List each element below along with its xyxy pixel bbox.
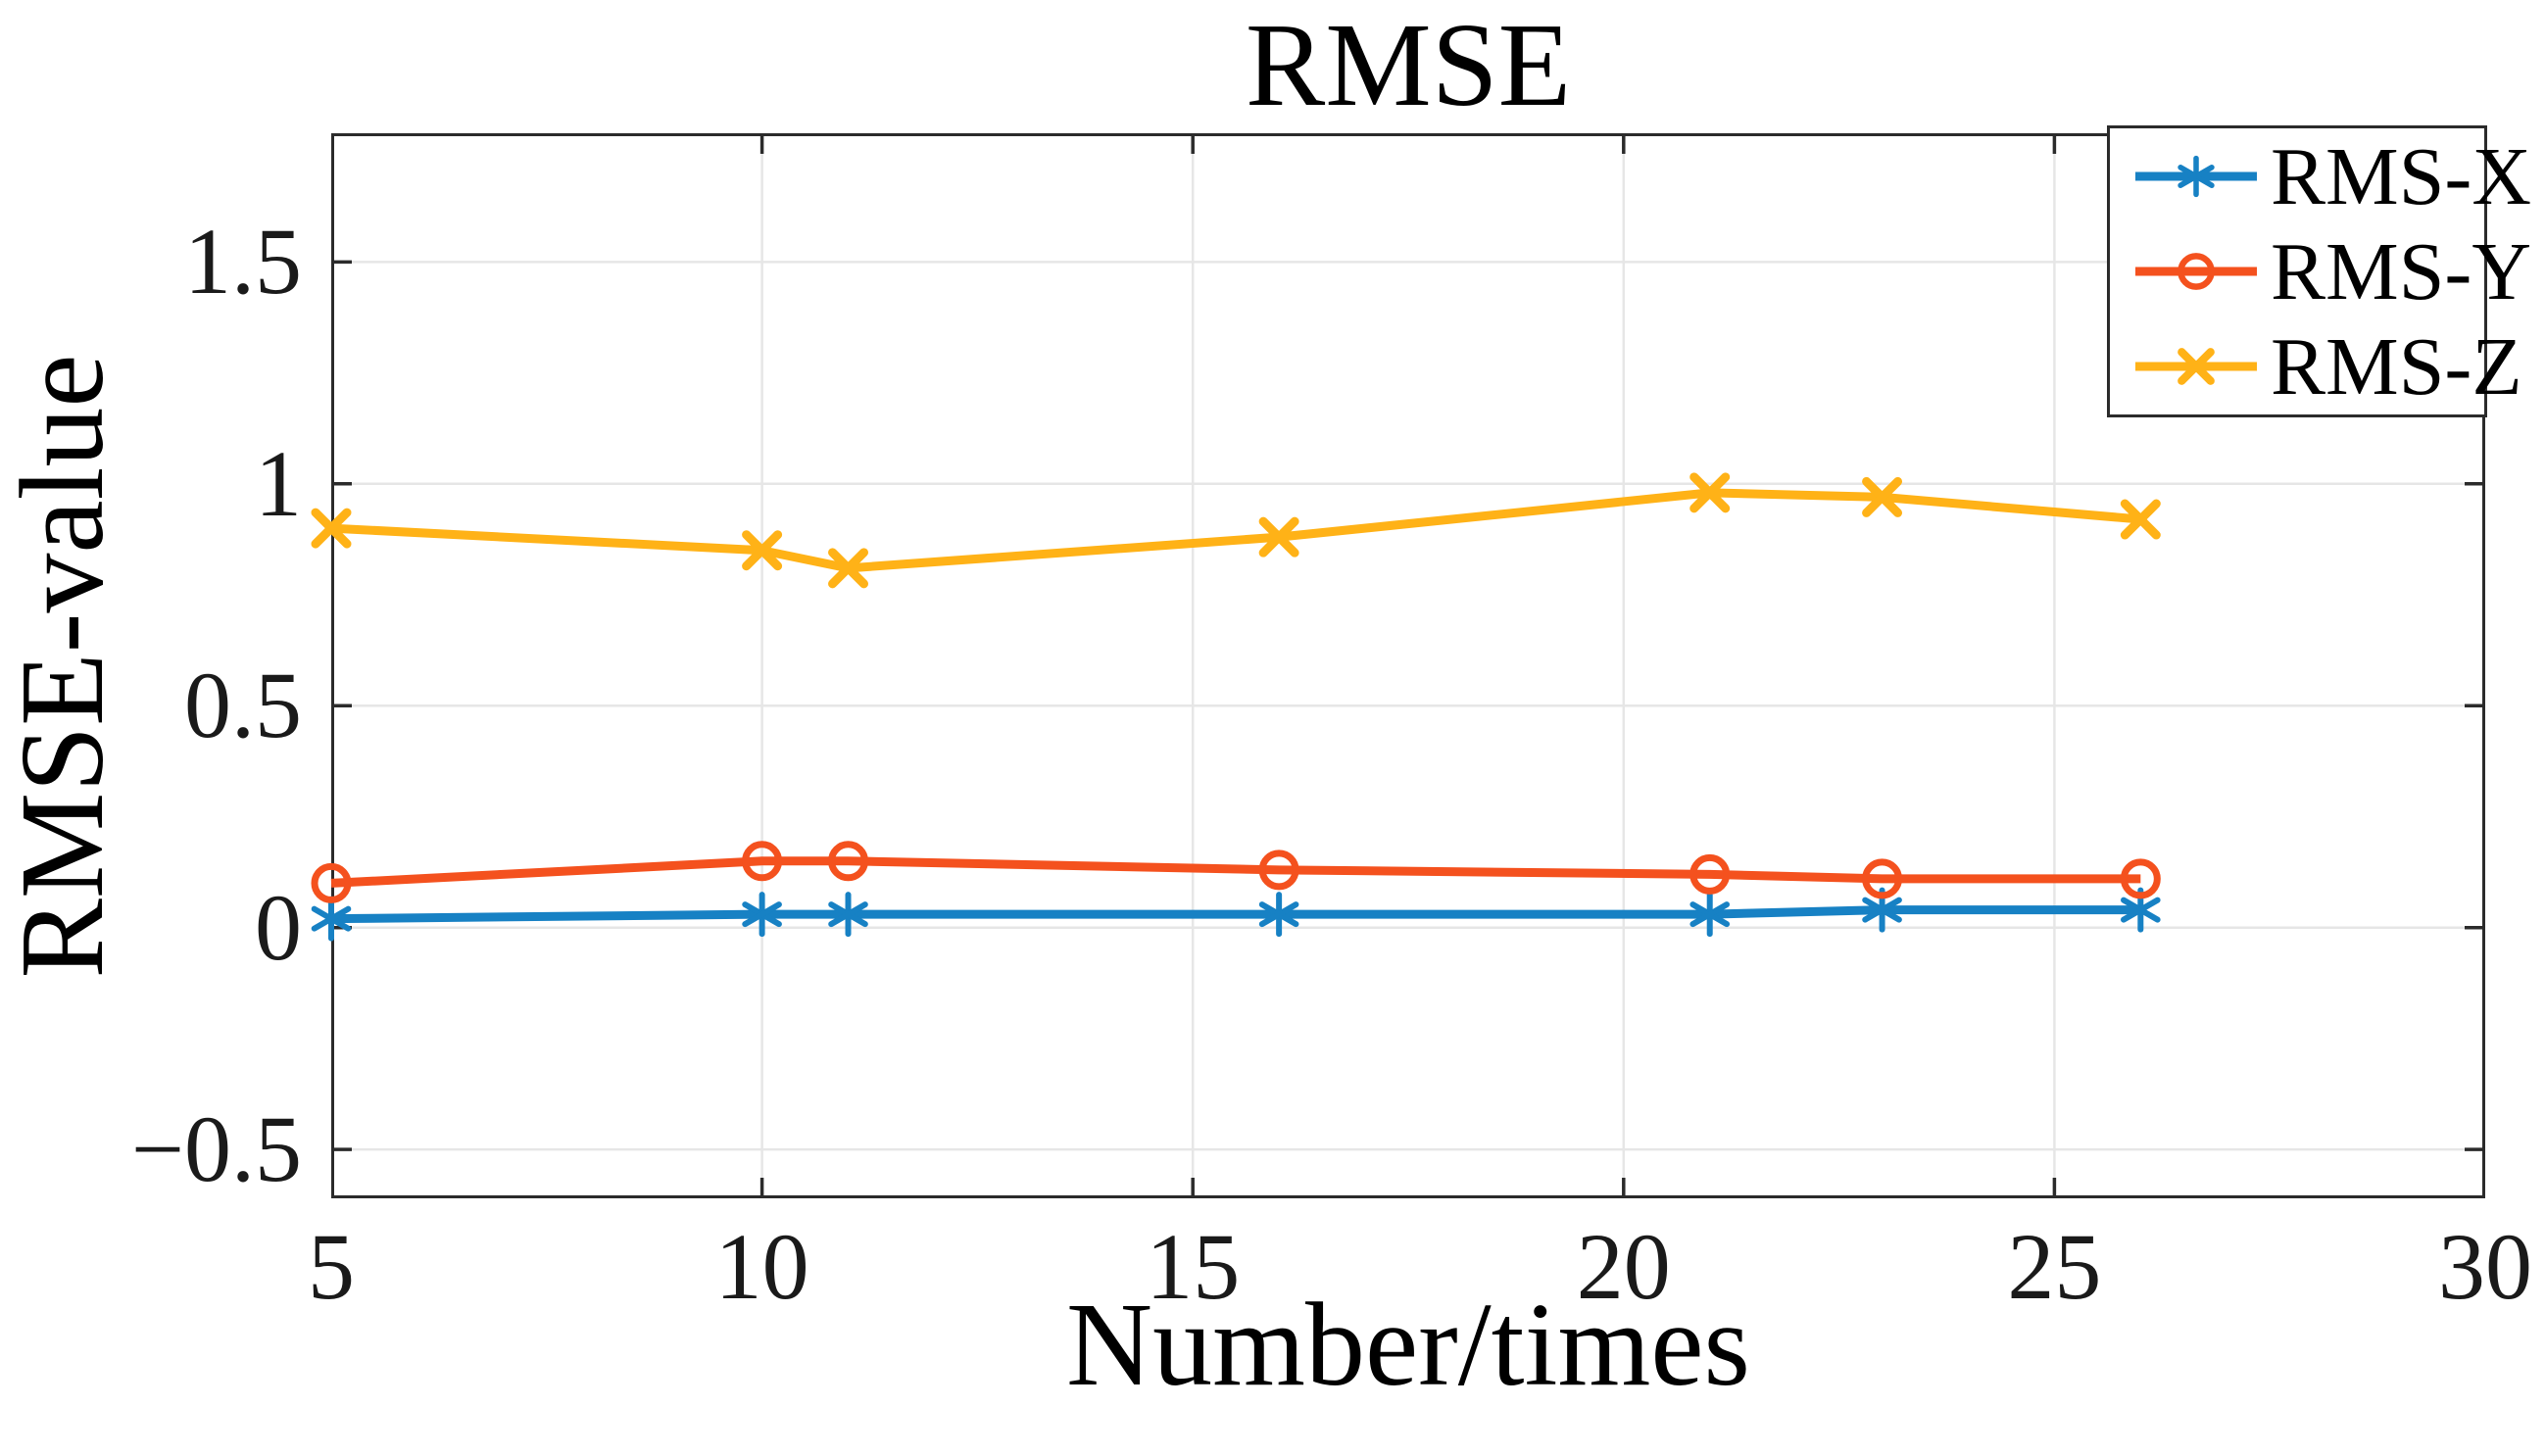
legend-sample-rms-x: [2135, 155, 2257, 198]
legend-sample-rms-y: [2135, 253, 2257, 290]
y-axis-label: RMSE-value: [0, 354, 128, 979]
tick-marks: [331, 133, 2485, 1198]
plot-svg: [311, 133, 2485, 1198]
y-tick-label: −0.5: [130, 1096, 302, 1202]
legend-label-rms-y: RMS-Y: [2271, 225, 2532, 317]
y-tick-label: 1.5: [184, 209, 302, 315]
x-axis-label: Number/times: [1066, 1279, 1750, 1411]
axes-box: [331, 133, 2485, 1198]
series-rms-z: [311, 472, 2161, 589]
legend-item-rms-x: RMS-X: [2131, 129, 2531, 223]
legend-item-rms-z: RMS-Z: [2131, 319, 2522, 413]
legend-item-rms-y: RMS-Y: [2131, 224, 2531, 318]
chart-title: RMSE: [1245, 0, 1572, 131]
legend-label-rms-x: RMS-X: [2271, 130, 2532, 222]
series-rms-x: [311, 887, 2161, 942]
legend-label-rms-z: RMS-Z: [2271, 320, 2522, 413]
series-rms-y: [311, 841, 2161, 903]
legend: RMS-X RMS-Y RMS-Z: [2107, 125, 2531, 417]
legend-sample-rms-z: [2135, 348, 2257, 385]
